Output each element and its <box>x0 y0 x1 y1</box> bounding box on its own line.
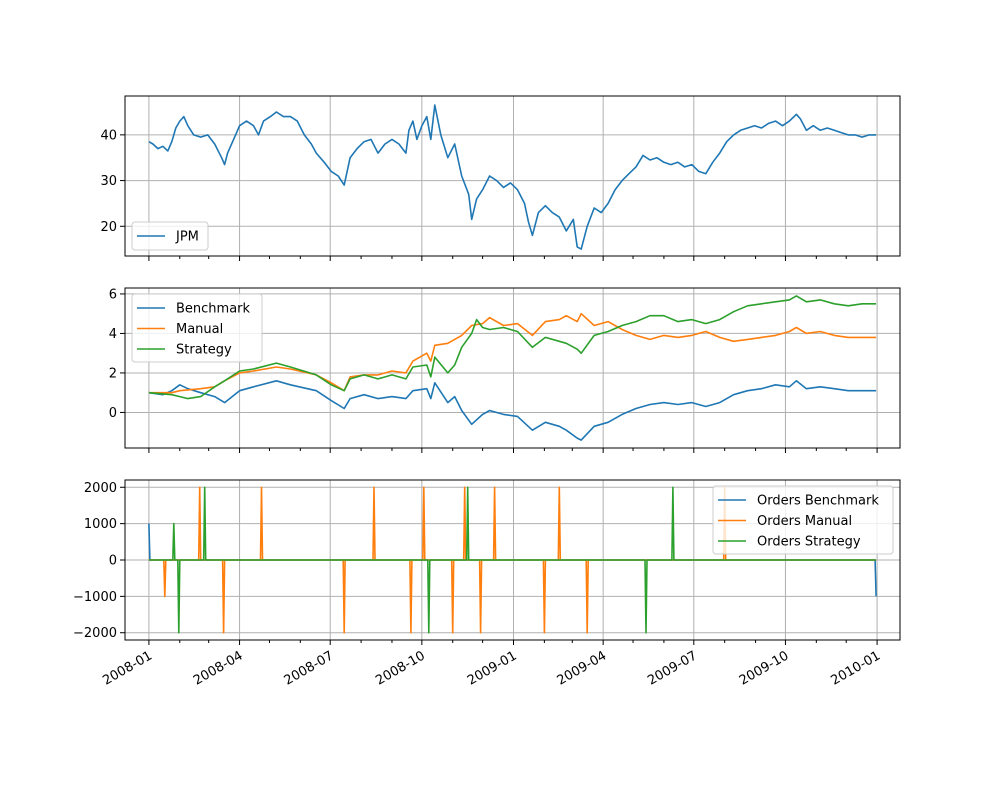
legend-label: Strategy <box>176 343 232 358</box>
y-tick-label: 20 <box>100 220 117 235</box>
y-tick-label: −2000 <box>73 626 117 641</box>
y-tick-label: 40 <box>100 128 117 143</box>
y-tick-label: 0 <box>109 406 117 421</box>
series-line-manual <box>148 312 877 394</box>
legend-label: Manual <box>176 322 223 337</box>
y-tick-label: 2 <box>109 366 117 381</box>
legend-label: Orders Benchmark <box>757 494 879 509</box>
x-tick-label: 2008-04 <box>191 648 246 688</box>
x-tick-label: 2008-01 <box>100 648 155 688</box>
legend-label: Orders Strategy <box>757 535 861 550</box>
y-tick-label: 2000 <box>84 481 117 496</box>
legend-box <box>131 293 263 363</box>
legend-box <box>712 485 894 555</box>
x-tick-label: 2009-10 <box>737 648 792 688</box>
axes-frame <box>124 95 901 257</box>
x-tick-label: 2009-07 <box>645 648 700 688</box>
legend-box <box>131 221 209 251</box>
series-line-orders-strategy <box>148 486 877 634</box>
x-tick-label: 2008-07 <box>282 648 337 688</box>
x-tick-label: 2010-01 <box>829 648 884 688</box>
x-tick-label: 2009-04 <box>555 648 610 688</box>
series-line-jpm <box>148 104 877 250</box>
y-tick-label: 1000 <box>84 517 117 532</box>
y-tick-label: −1000 <box>73 590 117 605</box>
y-tick-label: 4 <box>109 327 117 342</box>
series-line-strategy <box>148 295 877 400</box>
series-line-benchmark <box>148 379 877 441</box>
axes-frame <box>124 479 901 641</box>
x-tick-label: 2009-01 <box>465 648 520 688</box>
y-tick-label: 0 <box>109 554 117 569</box>
legend-label: Orders Manual <box>757 514 852 529</box>
legend-label: Benchmark <box>176 302 251 317</box>
legend-label: JPM <box>175 230 199 245</box>
y-tick-label: 30 <box>100 174 117 189</box>
y-tick-label: 6 <box>109 287 117 302</box>
x-tick-label: 2008-10 <box>373 648 428 688</box>
axes-frame <box>124 287 901 449</box>
